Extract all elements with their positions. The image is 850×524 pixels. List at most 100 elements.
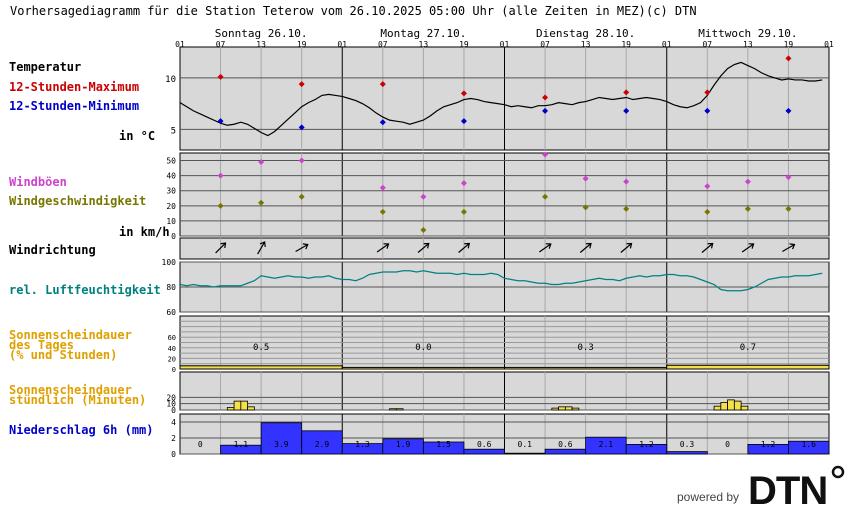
sun-hourly-bar — [551, 407, 559, 411]
windspeed-point — [744, 205, 751, 212]
windspeed-point — [582, 204, 589, 211]
temp-ytick: 10 — [165, 75, 176, 85]
gust-point — [582, 175, 589, 182]
day-label: Mittwoch 29.10. — [698, 27, 797, 40]
hour-tick-label: 19 — [784, 40, 794, 49]
sun-hourly-bar — [240, 400, 249, 411]
wind-arrow-shaft — [741, 243, 754, 253]
precip-label: 0 — [725, 440, 730, 449]
hour-tick-label: 07 — [540, 40, 550, 49]
gust-point — [420, 193, 427, 200]
wind-arrow-shaft — [295, 243, 309, 253]
max12-point — [542, 94, 549, 101]
day-label: Montag 27.10. — [380, 27, 466, 40]
wind-arrow-shaft — [458, 243, 470, 253]
precip-label: 1.1 — [234, 440, 249, 449]
wind-arrow-head — [220, 242, 227, 249]
precip-label: 1.6 — [801, 440, 816, 449]
sun-hourly-bar — [247, 406, 255, 411]
windspeed-point — [258, 199, 265, 206]
gust-point — [460, 180, 467, 187]
temp-line — [179, 61, 823, 137]
gust-point — [258, 159, 265, 166]
label-gusts: Windböen — [9, 175, 67, 189]
day-label: Dienstag 28.10. — [536, 27, 635, 40]
sun-hourly-bar — [740, 405, 749, 411]
wind-ytick: 20 — [166, 202, 176, 211]
precip-bar — [788, 440, 830, 455]
max12-point — [704, 89, 711, 96]
hour-tick-label: 01 — [824, 40, 834, 49]
gust-point — [542, 151, 549, 158]
precip-bar — [260, 422, 303, 455]
wind-arrow-head — [259, 241, 266, 247]
wind-ytick: 50 — [166, 157, 176, 166]
precip-label: 0.3 — [680, 440, 695, 449]
precip-label: 1.2 — [761, 440, 776, 449]
wind-arrow-icon — [620, 242, 633, 253]
windspeed-point — [460, 208, 467, 215]
sun-daily-label: 0.7 — [740, 343, 756, 353]
label-min12: 12-Stunden-Minimum — [9, 99, 139, 113]
precip-bar — [504, 452, 546, 455]
label-sun-daily-2: des Tages — [9, 338, 74, 352]
min12-point — [785, 107, 792, 114]
wind-arrow-head — [626, 242, 633, 249]
sun-hourly-bar — [389, 408, 397, 411]
label-max12: 12-Stunden-Maximum — [9, 80, 139, 94]
wind-arrow-icon — [741, 243, 755, 253]
precip-label: 2.9 — [315, 440, 330, 449]
sun-hourly-bar — [720, 401, 728, 411]
precip-bar — [301, 430, 343, 455]
sun-hourly-bar — [571, 407, 580, 411]
wind-ytick: 30 — [166, 187, 176, 196]
wind-arrow-head — [707, 242, 714, 249]
hour-tick-label: 01 — [500, 40, 510, 49]
label-sun-hourly-2: stündlich (Minuten) — [9, 393, 146, 407]
wind-arrow-head — [383, 243, 390, 249]
windspeed-point — [217, 202, 224, 209]
max12-point — [379, 81, 386, 88]
hour-tick-label: 19 — [459, 40, 469, 49]
hour-tick-label: 13 — [743, 40, 753, 49]
hour-tick-label: 07 — [378, 40, 388, 49]
label-temp-unit: in °C — [119, 129, 155, 143]
wind-arrow-shaft — [701, 243, 714, 253]
sun-daily-label: 0.3 — [577, 343, 593, 353]
min12-point — [298, 124, 305, 131]
sun-daily-label: 0.5 — [253, 343, 269, 353]
windspeed-point — [704, 208, 711, 215]
min12-point — [623, 107, 630, 114]
sun-hourly-bar — [395, 408, 404, 411]
humidity-ytick: 100 — [162, 258, 177, 267]
min12-point — [379, 119, 386, 126]
sun-hourly-bar — [564, 406, 573, 411]
max12-point — [217, 73, 224, 80]
sun-hourly-bar — [727, 399, 735, 411]
hour-tick-label: 07 — [216, 40, 226, 49]
wind-arrow-head — [302, 243, 309, 250]
sun-hourly-bar — [733, 400, 742, 411]
wind-arrow-shaft — [376, 243, 389, 253]
label-sun-hourly-1: Sonnenscheindauer — [9, 383, 132, 397]
hour-tick-label: 13 — [256, 40, 266, 49]
copyright: (c) DTN — [646, 4, 697, 18]
sun-daily-bar — [666, 364, 830, 370]
precip-label: 2.1 — [599, 440, 614, 449]
sun-daily-label: 0.0 — [415, 343, 431, 353]
gust-point — [217, 172, 224, 179]
windspeed-point — [379, 208, 386, 215]
hour-tick-label: 01 — [175, 40, 185, 49]
dtn-dot-icon — [831, 465, 845, 479]
humidity-line — [179, 270, 823, 292]
wind-arrow-icon — [579, 242, 592, 253]
day-labels: Sonntag 26.10. Montag 27.10. Dienstag 28.1… — [215, 27, 798, 40]
gust-point — [623, 178, 630, 185]
wind-arrow-icon — [417, 242, 430, 253]
hour-tick-label: 19 — [297, 40, 307, 49]
hour-tick-label: 07 — [702, 40, 712, 49]
wind-arrow-head — [545, 243, 552, 249]
precip-bar — [422, 441, 465, 455]
